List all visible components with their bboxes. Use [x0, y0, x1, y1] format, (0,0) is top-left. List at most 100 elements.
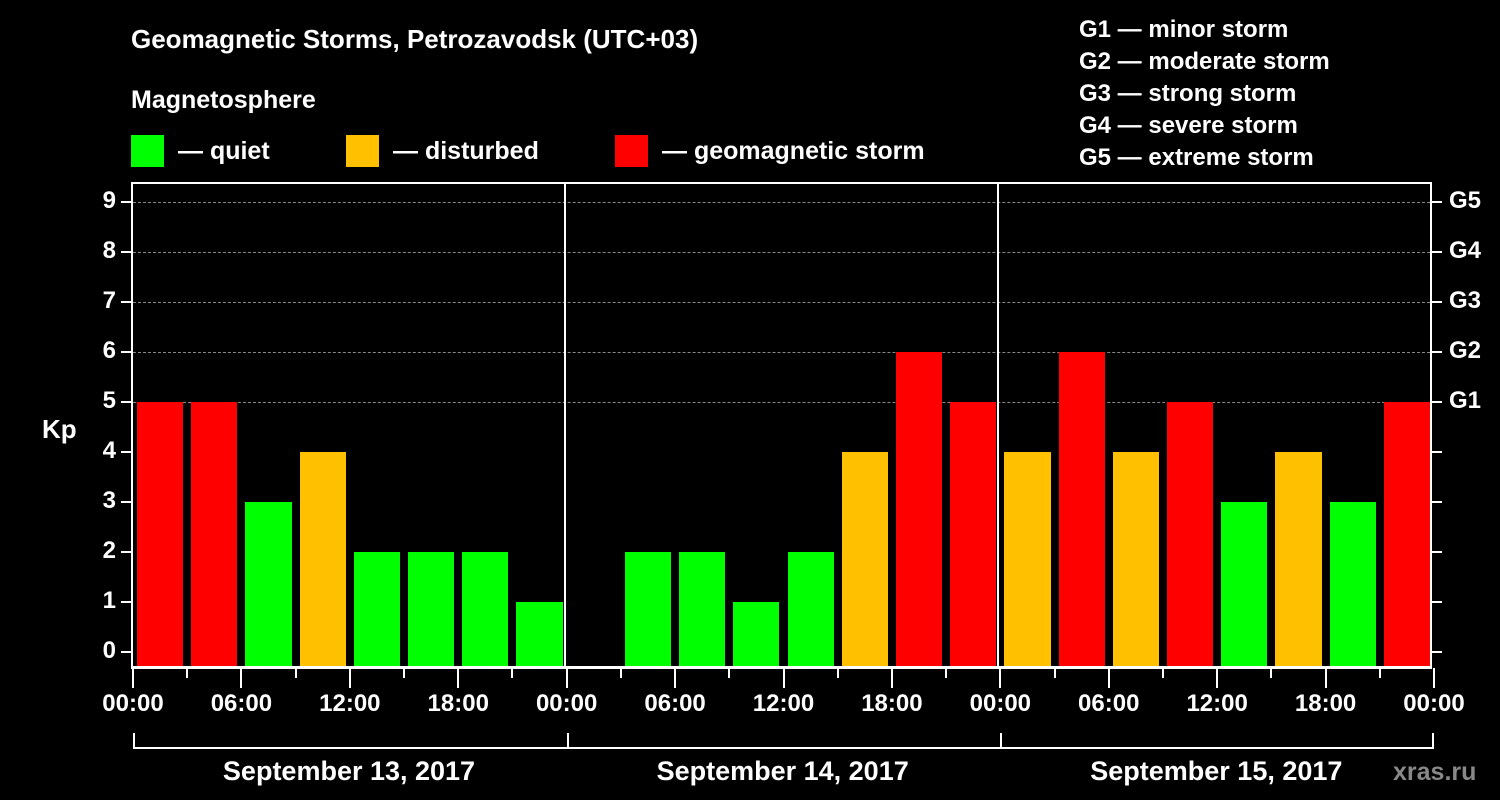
g-legend-item: G3 — strong storm — [1079, 80, 1297, 107]
chart-title: Geomagnetic Storms, Petrozavodsk (UTC+03… — [131, 24, 699, 54]
g-legend-item: G4 — severe storm — [1079, 112, 1298, 139]
kp-bar — [1112, 452, 1159, 667]
kp-bar — [841, 452, 888, 667]
legend-item-disturbed: — disturbed — [346, 135, 539, 167]
x-tick-label: 18:00 — [861, 690, 923, 717]
x-tick-label: 06:00 — [210, 690, 273, 717]
x-tick — [511, 668, 514, 678]
kp-bar — [733, 602, 780, 667]
x-tick — [1324, 668, 1327, 688]
plot-frame — [131, 182, 1432, 668]
y-tick-left — [121, 401, 131, 403]
kp-bar — [408, 552, 455, 667]
day-label: September 15, 2017 — [1090, 756, 1343, 786]
kp-bar — [353, 552, 401, 667]
y-tick-left — [121, 351, 131, 353]
y-tick-left — [121, 201, 131, 203]
day-label: September 13, 2017 — [222, 756, 476, 786]
day-label: September 14, 2017 — [656, 756, 909, 786]
x-tick — [945, 668, 948, 678]
kp-bar — [1221, 502, 1268, 667]
kp-bar — [1058, 352, 1105, 667]
g-legend-item: G5 — extreme storm — [1079, 144, 1314, 171]
y-tick-left — [121, 501, 131, 503]
y-tick-label: 0 — [102, 637, 116, 664]
g-level-label: G3 — [1449, 287, 1482, 314]
x-tick — [1107, 668, 1110, 688]
x-tick — [1053, 668, 1056, 678]
day-separator — [563, 182, 566, 668]
g-level-label: G4 — [1449, 237, 1482, 264]
x-tick — [890, 668, 893, 688]
y-tick-left — [121, 651, 131, 653]
y-tick-right — [1432, 301, 1442, 303]
kp-bar — [191, 402, 238, 667]
y-tick-right — [1432, 201, 1442, 203]
x-tick — [186, 668, 189, 678]
gridline — [133, 202, 1430, 203]
x-tick — [619, 668, 622, 678]
g-legend-item: G1 — minor storm — [1079, 16, 1289, 43]
x-tick-label: 18:00 — [427, 690, 489, 717]
y-tick-left — [121, 551, 131, 553]
legend-subtitle: Magnetosphere — [131, 86, 316, 114]
x-tick — [782, 668, 785, 688]
kp-bar — [1329, 502, 1376, 667]
x-tick-label: 00:00 — [969, 690, 1032, 717]
x-tick-label: 06:00 — [1078, 690, 1140, 717]
y-tick-left — [121, 451, 131, 453]
x-axis-line — [131, 666, 1432, 669]
legend-swatch-quiet — [131, 135, 164, 167]
y-tick-label: 2 — [102, 537, 116, 564]
y-tick-right — [1432, 251, 1442, 253]
kp-bar — [1275, 452, 1322, 667]
kp-bar — [245, 502, 292, 667]
x-tick — [132, 668, 134, 688]
g-scale-legend: G1 — minor storm G2 — moderate storm G3 … — [1079, 14, 1330, 174]
legend-label-disturbed: — disturbed — [393, 136, 539, 165]
y-axis-label: Kp — [42, 414, 77, 444]
x-tick — [836, 668, 839, 678]
x-tick — [403, 668, 406, 678]
x-tick-label: 00:00 — [1403, 690, 1465, 717]
x-tick — [348, 668, 351, 688]
kp-bar — [462, 552, 509, 667]
x-tick-label: 00:00 — [102, 690, 164, 717]
legend-label-quiet: — quiet — [178, 136, 270, 165]
y-tick-left — [121, 251, 131, 253]
kp-bar — [1004, 452, 1051, 667]
y-tick-right — [1432, 451, 1442, 453]
day-bracket — [133, 733, 569, 749]
y-tick-right — [1432, 651, 1442, 653]
x-tick — [728, 668, 731, 678]
y-tick-label: 6 — [102, 337, 116, 364]
x-tick-label: 00:00 — [535, 690, 598, 717]
x-tick — [1216, 668, 1219, 688]
x-tick-label: 18:00 — [1294, 690, 1357, 717]
legend-swatch-disturbed — [346, 135, 379, 167]
legend-label-storm: — geomagnetic storm — [662, 136, 925, 165]
y-tick-right — [1432, 501, 1442, 503]
kp-bar — [895, 352, 943, 667]
kp-bar — [137, 402, 184, 667]
g-level-label: G2 — [1449, 337, 1482, 364]
kp-bar — [1383, 402, 1430, 667]
gridline — [133, 302, 1430, 303]
x-tick — [240, 668, 243, 688]
kp-bar — [950, 402, 997, 667]
g-level-label: G5 — [1449, 187, 1482, 214]
x-tick-label: 06:00 — [644, 690, 706, 717]
legend-item-storm: — geomagnetic storm — [615, 135, 925, 167]
x-tick-label: 12:00 — [752, 690, 815, 717]
x-tick-label: 12:00 — [319, 690, 381, 717]
x-tick — [1378, 668, 1381, 678]
y-tick-label: 3 — [102, 487, 116, 514]
x-tick — [1270, 668, 1273, 678]
x-tick-label: 12:00 — [1186, 690, 1248, 717]
x-tick — [999, 668, 1002, 688]
y-tick-label: 7 — [102, 287, 116, 314]
y-tick-label: 4 — [102, 437, 116, 464]
x-tick — [294, 668, 297, 678]
kp-bar — [679, 552, 726, 667]
kp-bar — [787, 552, 834, 667]
